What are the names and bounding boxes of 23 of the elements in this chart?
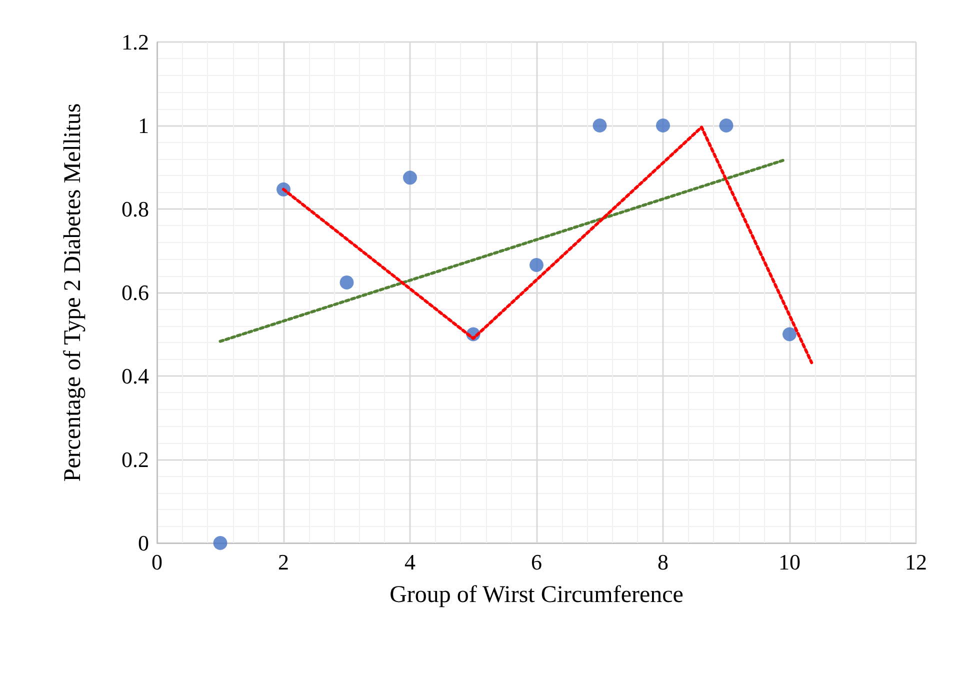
y-tick-label: 1	[138, 113, 149, 138]
y-tick-label: 0.6	[122, 280, 149, 305]
point	[340, 275, 354, 290]
y-tick-label: 0.8	[122, 196, 149, 222]
x-axis-title: Group of Wirst Circumference	[390, 582, 684, 608]
y-tick-label: 0	[138, 530, 149, 556]
point	[719, 118, 734, 132]
point	[656, 118, 670, 132]
x-tick-label: 10	[778, 550, 800, 574]
y-tick-label: 1.2	[122, 30, 149, 54]
point	[403, 170, 417, 185]
point	[530, 258, 544, 272]
point	[213, 536, 228, 550]
x-tick-label: 6	[531, 550, 542, 574]
x-tick-label: 4	[404, 550, 416, 574]
x-tick-label: 8	[658, 550, 668, 574]
point	[782, 327, 796, 342]
x-tick-label: 12	[905, 550, 927, 574]
y-tick-label: 0.4	[122, 364, 149, 388]
y-axis-title: Percentage of Type 2 Diabetes Mellitus	[60, 103, 86, 482]
y-tick-label: 0.2	[122, 447, 149, 472]
x-tick-label: 2	[278, 550, 289, 574]
point	[592, 118, 607, 132]
